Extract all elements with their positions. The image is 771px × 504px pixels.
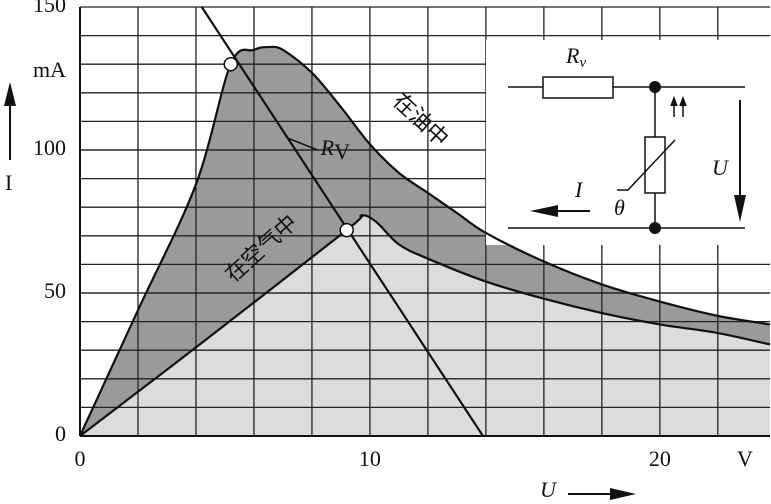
- node: [649, 222, 661, 234]
- voltage-arrowhead: [734, 195, 746, 222]
- resistor-label: Rv: [565, 43, 586, 71]
- voltage-label: U: [712, 155, 730, 180]
- x-axis-label: U: [540, 477, 558, 502]
- thermistor-slash: [617, 139, 676, 191]
- inset-background: [486, 40, 770, 245]
- area: [80, 215, 770, 436]
- resistor: [542, 76, 614, 99]
- current-arrowhead: [530, 205, 558, 217]
- x-axis-arrowhead: [610, 488, 636, 500]
- y-tick-label: 150: [33, 0, 66, 17]
- curve: [79, 45, 771, 437]
- y-tick-label: 50: [44, 278, 66, 303]
- node: [649, 81, 661, 93]
- current-label: I: [574, 177, 584, 202]
- circuit-inset: Rv U I θ: [486, 40, 770, 245]
- load-line-label-main: R: [320, 135, 335, 160]
- operating-point: [223, 56, 239, 72]
- y-axis-label: I: [5, 170, 12, 195]
- leader-line: [288, 137, 319, 151]
- load-line-label-sub: V: [334, 139, 350, 164]
- thermistor: [644, 136, 666, 194]
- x-tick-label: 0: [75, 446, 86, 471]
- y-unit: mA: [33, 57, 66, 82]
- y-tick-label: 0: [55, 421, 66, 446]
- x-tick-label: 10: [359, 446, 381, 471]
- resistor-label-sub: v: [579, 55, 586, 71]
- heat-arrows: [670, 95, 687, 117]
- temperature-label: θ: [614, 195, 625, 220]
- curve-label: 在油中: [388, 88, 453, 151]
- x-unit: V: [737, 446, 753, 471]
- operating-point: [339, 222, 354, 238]
- y-axis-arrowhead: [4, 82, 16, 106]
- load-line-label: RV: [320, 135, 350, 164]
- x-tick-label: 20: [649, 446, 671, 471]
- curve: [79, 214, 771, 437]
- y-tick-label: 100: [33, 135, 66, 160]
- load-line: [200, 6, 484, 437]
- resistor-label-main: R: [565, 43, 580, 68]
